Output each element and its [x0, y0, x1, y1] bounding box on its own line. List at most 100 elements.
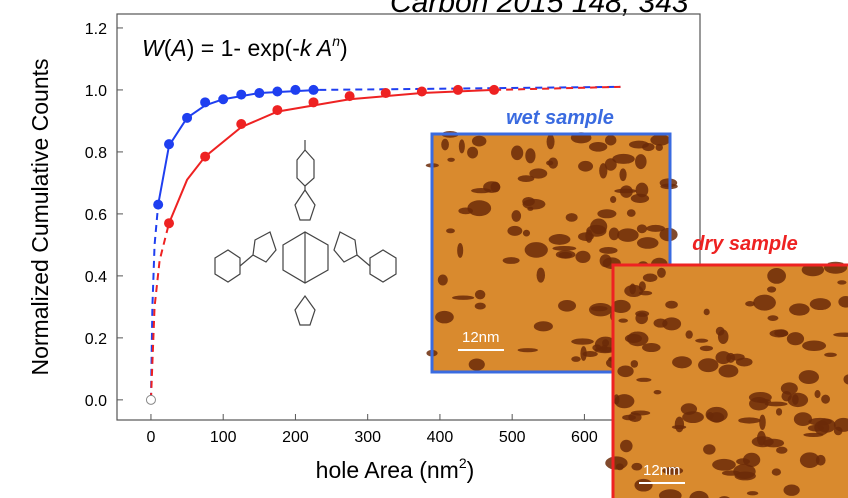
afm-hole: [821, 395, 830, 404]
afm-hole: [765, 402, 788, 407]
afm-hole: [803, 433, 823, 437]
x-tick-label: 500: [499, 429, 526, 446]
data-point: [201, 98, 210, 107]
afm-hole: [781, 382, 798, 394]
afm-hole: [738, 417, 760, 423]
afm-hole: [612, 154, 635, 164]
data-point: [381, 89, 390, 98]
afm-hole: [747, 491, 759, 495]
formula-part: A: [169, 35, 186, 61]
afm-hole: [698, 358, 718, 372]
afm-hole: [733, 464, 755, 479]
afm-hole: [534, 321, 553, 331]
fit-line: [158, 90, 319, 205]
afm-hole: [518, 175, 535, 182]
afm-hole: [467, 147, 478, 159]
x-tick-label: 100: [210, 429, 237, 446]
molecule-structure: [215, 140, 396, 325]
afm-hole: [631, 194, 649, 203]
afm-hole: [446, 228, 455, 233]
afm-hole: [627, 209, 636, 217]
afm-hole: [776, 408, 782, 416]
afm-hole: [599, 163, 607, 178]
afm-hole: [634, 479, 652, 492]
afm-hole: [503, 257, 520, 264]
afm-hole: [617, 365, 633, 377]
afm-hole: [507, 226, 522, 236]
afm-hole: [511, 146, 523, 161]
afm-hole: [635, 154, 647, 169]
x-label-part: hole Area (nm: [316, 457, 459, 483]
afm-hole: [571, 356, 580, 362]
afm-hole: [518, 348, 538, 352]
afm-hole: [642, 343, 661, 352]
afm-hole: [802, 340, 826, 350]
afm-hole: [736, 358, 753, 367]
afm-hole: [605, 135, 616, 146]
afm-hole: [617, 228, 639, 241]
afm-hole: [704, 309, 710, 316]
afm-hole: [631, 360, 638, 368]
afm-hole: [824, 353, 837, 357]
y-tick-label: 0.2: [85, 331, 107, 348]
afm-hole: [776, 447, 787, 454]
afm-hole: [525, 242, 548, 258]
afm-hole: [703, 444, 715, 454]
x-label-part: ): [467, 457, 475, 483]
afm-hole: [772, 468, 781, 475]
data-point: [309, 98, 318, 107]
afm-hole: [789, 303, 810, 315]
formula-part: ): [340, 35, 348, 61]
afm-hole: [629, 283, 636, 294]
afm-hole: [817, 419, 835, 433]
afm-hole: [788, 393, 809, 407]
data-point: [219, 95, 228, 104]
afm-hole: [763, 439, 784, 448]
afm-hole: [580, 346, 586, 361]
inset-label: dry sample: [692, 233, 798, 255]
afm-hole: [682, 411, 704, 423]
afm-hole: [566, 213, 578, 222]
formula-part: W: [142, 35, 166, 61]
y-tick-label: 1.2: [85, 21, 107, 38]
y-axis-label: Normalized Cumulative Counts: [27, 58, 53, 375]
afm-hole: [475, 290, 485, 299]
afm-hole: [457, 243, 463, 258]
afm-hole: [469, 358, 485, 370]
afm-hole: [523, 230, 530, 237]
y-tick-label: 0.0: [85, 393, 107, 410]
data-point: [165, 219, 174, 228]
afm-hole: [556, 250, 576, 258]
data-point: [291, 85, 300, 94]
afm-hole: [657, 268, 666, 278]
afm-hole: [767, 315, 778, 321]
afm-hole: [719, 365, 739, 378]
x-tick-label: 600: [571, 429, 598, 446]
afm-hole: [629, 141, 649, 149]
afm-hole: [438, 274, 448, 285]
afm-hole: [672, 356, 692, 368]
afm-hole: [614, 189, 636, 194]
afm-hole: [643, 273, 658, 282]
afm-hole: [575, 251, 590, 263]
afm-hole: [619, 168, 626, 181]
scale-label: 12nm: [643, 462, 681, 479]
afm-hole: [591, 306, 608, 311]
afm-hole: [625, 334, 642, 343]
afm-hole: [435, 311, 454, 324]
afm-hole: [799, 370, 819, 384]
afm-hole: [605, 456, 627, 469]
y-tick-label: 0.4: [85, 269, 107, 286]
afm-hole: [578, 232, 594, 241]
afm-hole: [467, 200, 491, 216]
data-point: [309, 85, 318, 94]
afm-hole: [549, 234, 571, 245]
afm-hole: [525, 148, 535, 163]
scale-label: 12nm: [462, 329, 500, 346]
afm-hole: [472, 136, 486, 147]
data-point: [273, 106, 282, 115]
afm-image: [605, 262, 848, 498]
data-point: [146, 395, 155, 404]
afm-hole: [599, 247, 617, 254]
data-point: [345, 92, 354, 101]
